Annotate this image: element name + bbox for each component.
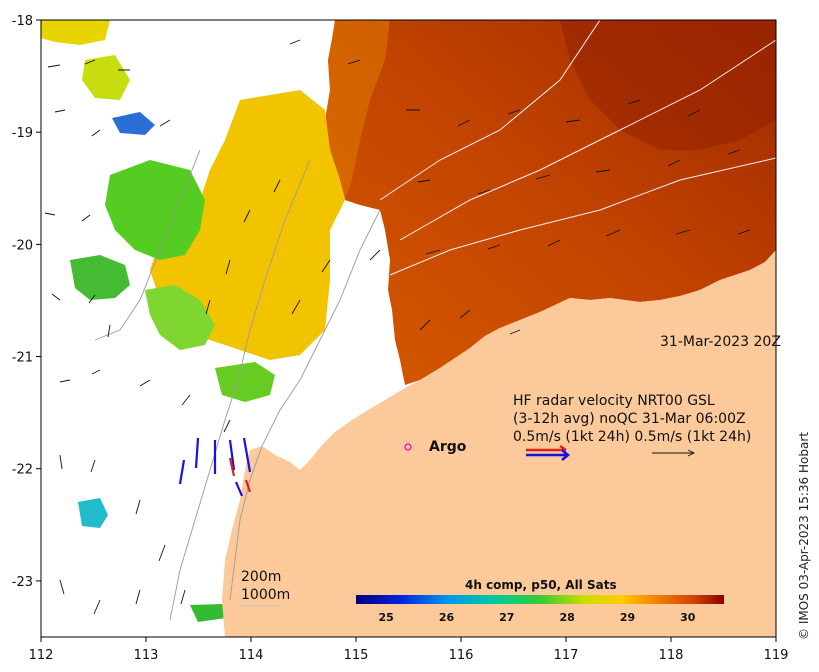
sst-orange-band [325,20,390,200]
y-tick-label: -18 [12,14,33,29]
sst-yellow-patch-mid [82,55,130,100]
x-tick-label: 112 [29,648,54,663]
y-axis-ticks: -18 -19 -20 -21 -22 -23 [12,14,41,590]
radar-info-line1: HF radar velocity NRT00 GSL [513,393,715,409]
plot-frame [40,19,777,638]
contour-lines-white [379,20,776,276]
argo-label: Argo [429,439,467,455]
isobath-200-label: 200m [241,569,282,585]
sst-cyan-patch [78,498,108,528]
colorbar-ticks: 25 26 27 28 29 30 [379,611,696,624]
x-tick-label: 113 [134,648,159,663]
x-tick-label: 114 [239,648,264,663]
colorbar-title: 4h comp, p50, All Sats [465,578,617,592]
y-tick-label: -21 [12,351,33,366]
hf-radar-red-vectors [228,457,252,493]
radar-info-line3: 0.5m/s (1kt 24h) 0.5m/s (1kt 24h) [513,429,752,445]
sst-colorbar [356,595,724,604]
colorbar-tick-label: 30 [680,611,696,624]
x-tick-label: 115 [344,648,369,663]
land-mass [222,250,776,637]
colorbar-tick-label: 27 [499,611,514,624]
sst-yellow-patch-top [41,20,110,45]
timestamp-label: 31-Mar-2023 20Z [660,334,781,350]
argo-marker [404,443,412,451]
isobath-lines [94,149,381,621]
colorbar-tick-label: 29 [620,611,635,624]
colorbar-tick-label: 25 [379,611,394,624]
credit-label: © IMOS 03-Apr-2023 15:36 Hobart [797,432,811,640]
y-tick-label: -22 [12,463,33,478]
vector-scale-arrow [652,449,696,457]
y-tick-label: -23 [12,575,33,590]
x-tick-label: 119 [764,648,789,663]
sst-green-patch-5 [190,604,226,622]
y-tick-label: -20 [12,238,33,253]
sst-green-patch-3 [70,255,130,300]
current-vector-field [44,39,751,615]
sst-blue-patch [112,112,155,135]
isobath-1000-label: 1000m [241,587,291,603]
hf-radar-blue-vectors [178,437,252,497]
sst-warm-field [325,20,776,385]
sst-green-patch-4 [215,362,275,402]
radar-scale-arrows [526,444,570,461]
y-tick-label: -19 [12,126,33,141]
colorbar-tick-label: 28 [559,611,574,624]
sst-dark-band [560,20,776,150]
x-tick-label: 116 [449,648,474,663]
sst-green-patch-1 [105,160,205,260]
sst-green-patch-2 [145,285,215,350]
sst-yellow-field [150,90,345,360]
x-tick-label: 118 [659,648,684,663]
radar-info-line2: (3-12h avg) noQC 31-Mar 06:00Z [513,411,746,427]
x-axis-ticks: 112 113 114 115 116 117 118 119 [29,637,789,663]
x-tick-label: 117 [554,648,579,663]
colorbar-tick-label: 26 [439,611,455,624]
